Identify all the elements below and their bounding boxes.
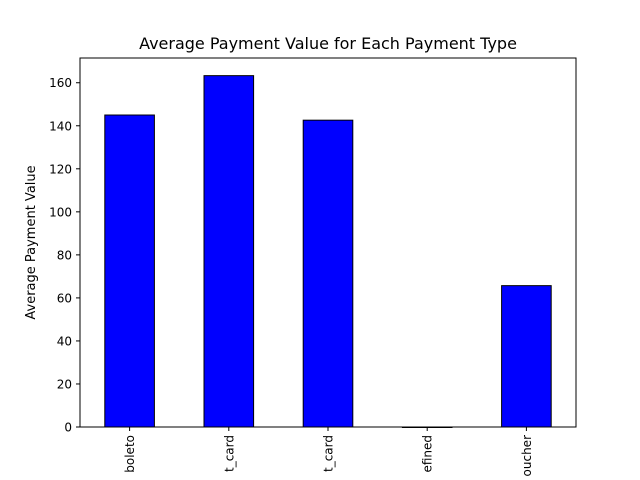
y-tick-label: 160 (49, 76, 72, 90)
x-axis-ticks: boleto t_card t_card efined oucher (123, 427, 534, 476)
y-axis-ticks: 0 20 40 60 80 100 120 140 160 (49, 76, 80, 435)
bars (104, 75, 552, 428)
x-tick-label: t_card (322, 435, 336, 472)
bar-boleto (104, 114, 155, 428)
bar-voucher (501, 285, 552, 428)
y-tick-label: 40 (57, 334, 72, 348)
plot-frame (79, 57, 577, 428)
y-tick-label: 80 (57, 248, 72, 262)
y-tick-label: 140 (49, 119, 72, 133)
y-tick-label: 0 (64, 421, 72, 435)
bar-credit_card (203, 75, 255, 428)
y-tick-label: 20 (57, 377, 72, 391)
x-tick-label: efined (421, 435, 435, 473)
x-tick-label: oucher (520, 435, 534, 477)
y-axis-label: Average Payment Value (24, 165, 39, 319)
x-tick-label: t_card (222, 435, 236, 472)
x-tick-label: boleto (123, 435, 137, 473)
y-tick-label: 60 (57, 291, 72, 305)
y-tick-label: 120 (49, 162, 72, 176)
bar-debit_card (302, 119, 354, 428)
y-tick-label: 100 (49, 205, 72, 219)
chart-title: Average Payment Value for Each Payment T… (139, 34, 517, 53)
